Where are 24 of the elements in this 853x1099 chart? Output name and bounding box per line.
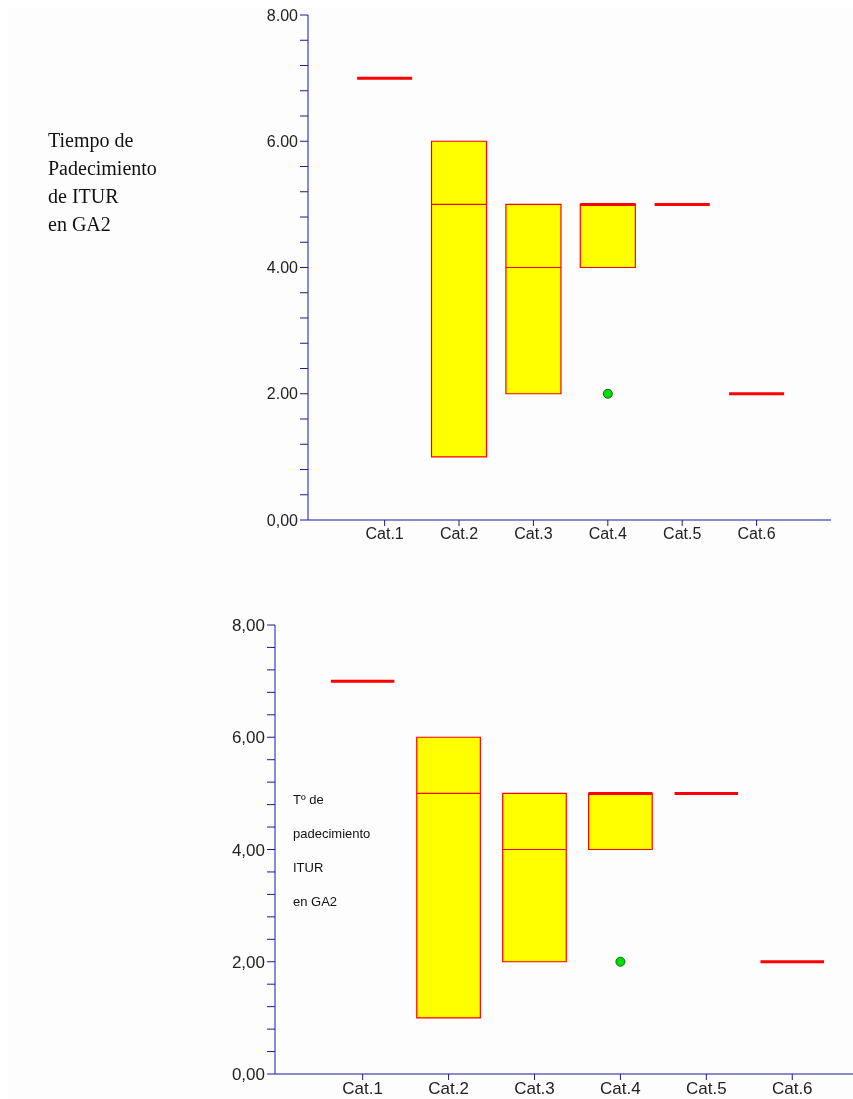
y-tick-label: 4.00 bbox=[266, 259, 299, 277]
text: Tº de padecimiento ITUR en GA2 bbox=[293, 792, 371, 909]
x-tick-label: Cat.2 bbox=[439, 525, 479, 543]
x-tick-label: Cat.1 bbox=[365, 525, 404, 543]
x-tick-label: Cat.4 bbox=[600, 1079, 641, 1099]
y-axis-title: Tiempo de Padecimiento de ITUR en GA2 bbox=[48, 128, 157, 237]
y-tick-label: 8,00 bbox=[231, 616, 265, 636]
x-tick-label: Cat.6 bbox=[737, 525, 776, 543]
y-tick-label: 0,00 bbox=[231, 1065, 265, 1085]
y-tick-label: 0,00 bbox=[266, 511, 299, 529]
y-tick-label: 4,00 bbox=[231, 840, 265, 860]
y-tick-label: 2.00 bbox=[266, 385, 299, 403]
y-tick-label: 6,00 bbox=[231, 728, 265, 748]
x-tick-label: Cat.1 bbox=[342, 1079, 383, 1099]
x-tick-label: Cat.2 bbox=[428, 1079, 469, 1099]
y-tick-label: 2,00 bbox=[231, 952, 265, 972]
x-tick-label: Cat.6 bbox=[771, 1079, 813, 1099]
y-tick-label: 8.00 bbox=[266, 6, 299, 24]
x-tick-label: Cat.5 bbox=[663, 525, 702, 543]
x-tick-label: Cat.3 bbox=[514, 1079, 555, 1099]
x-tick-label: Cat.4 bbox=[588, 525, 628, 543]
y-tick-label: 6.00 bbox=[266, 132, 299, 150]
x-tick-label: Cat.5 bbox=[686, 1079, 727, 1099]
x-tick-label: Cat.3 bbox=[514, 525, 553, 543]
